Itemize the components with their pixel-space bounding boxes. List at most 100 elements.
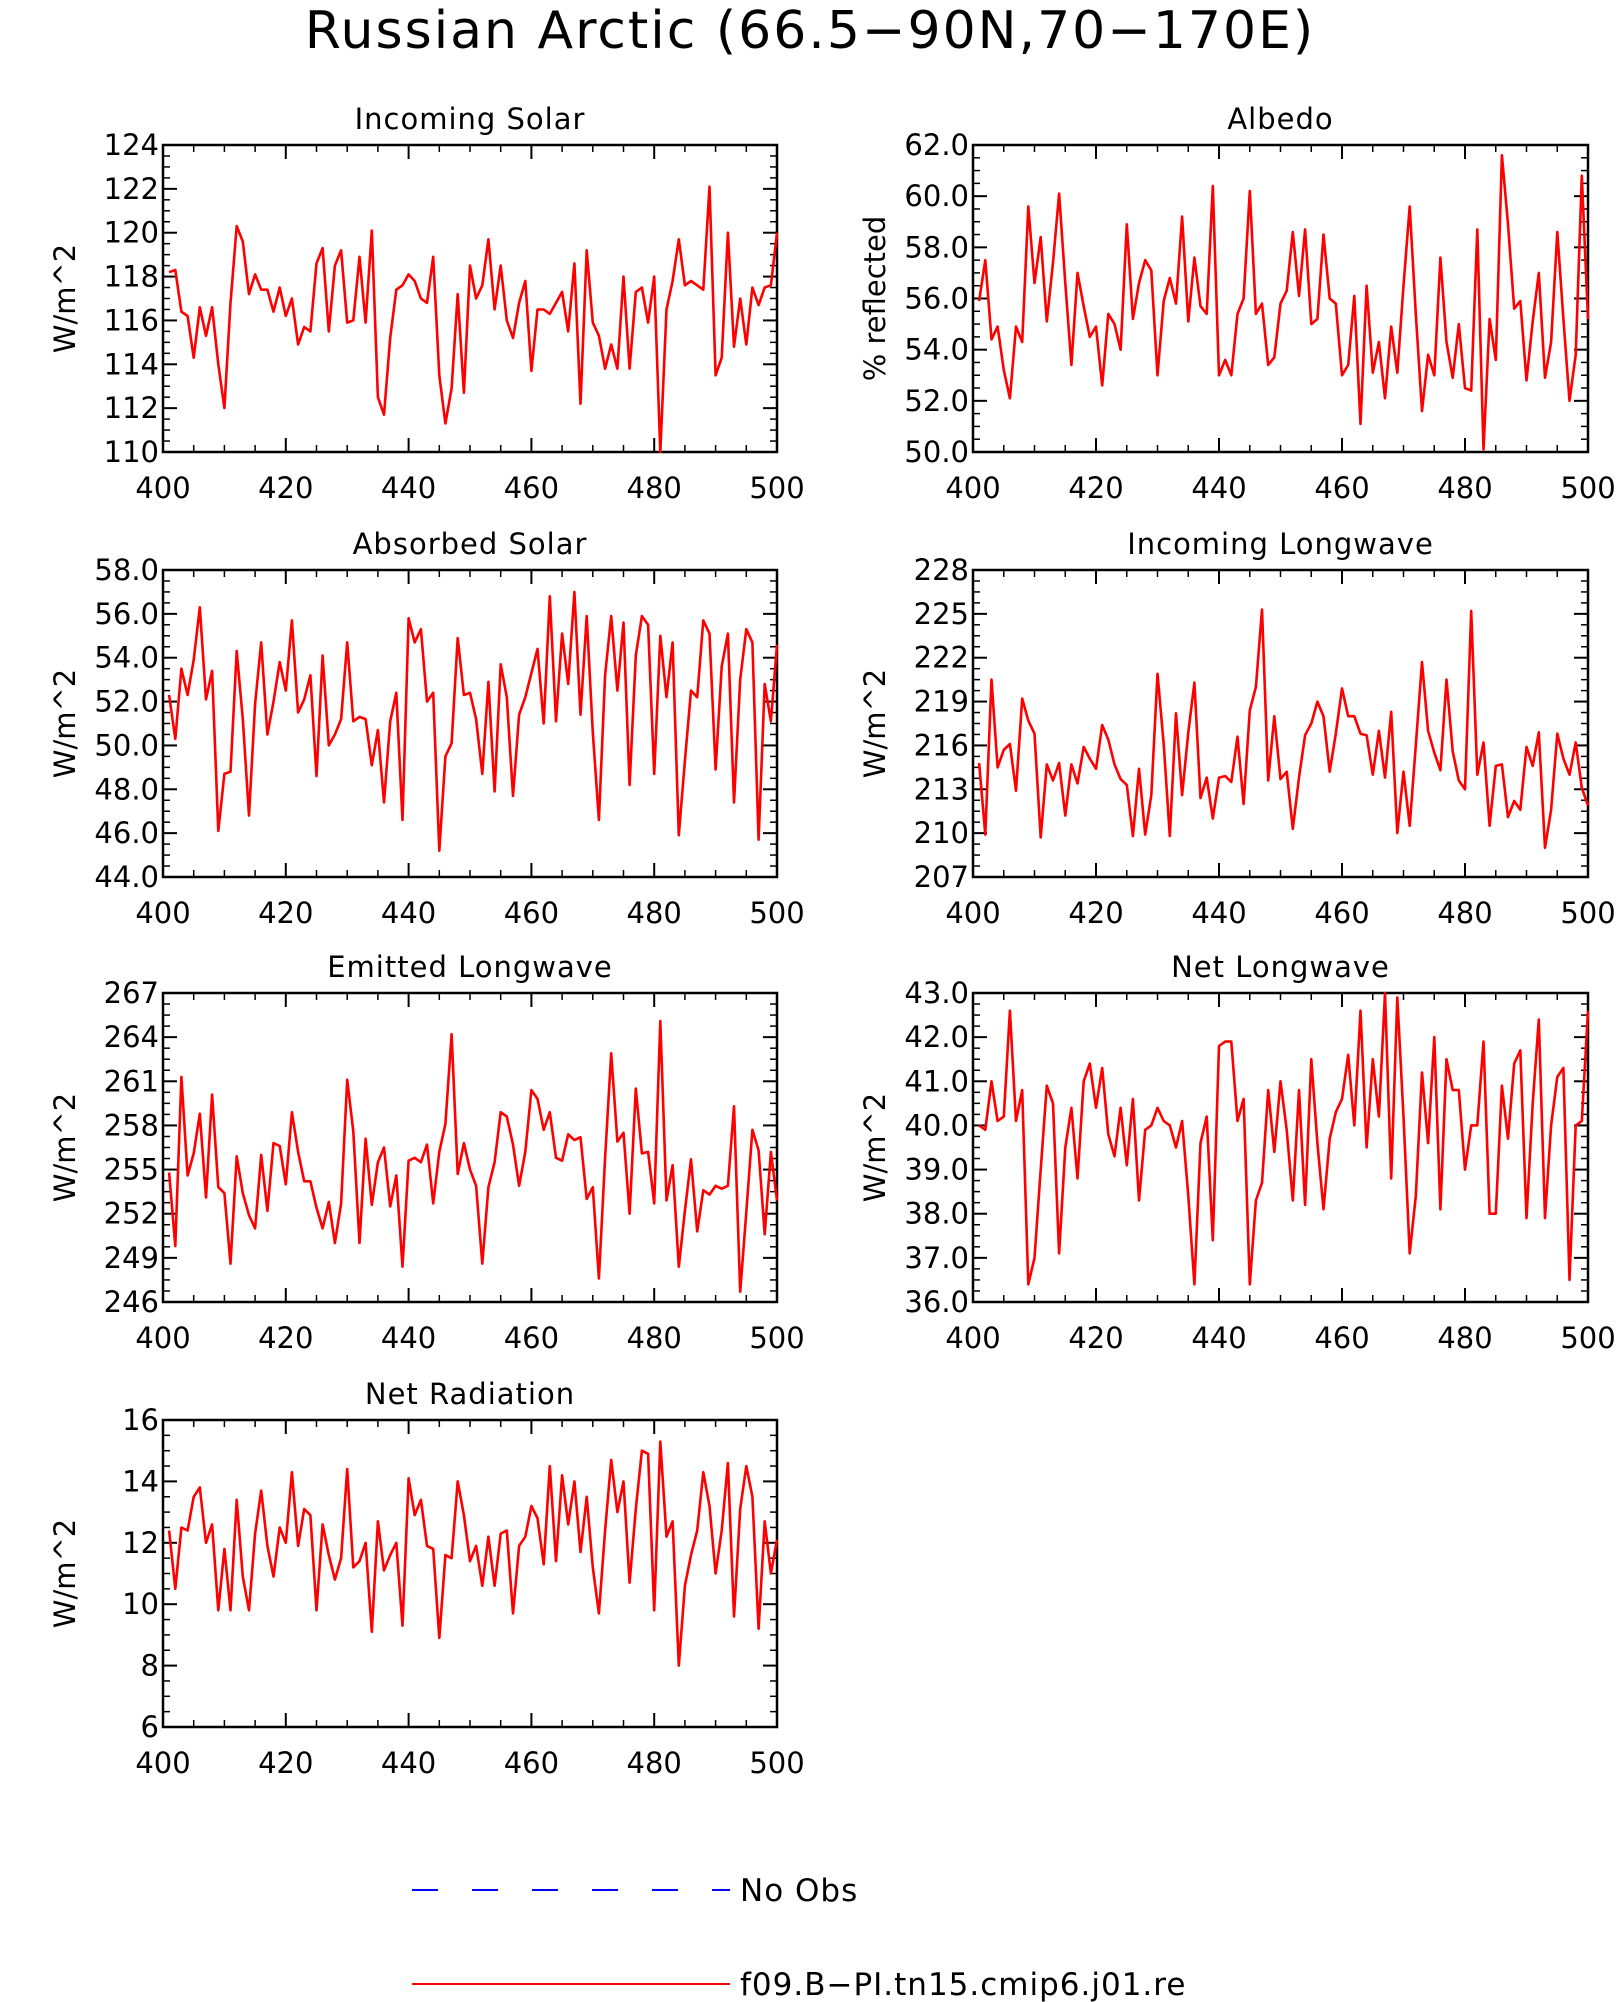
figure-title: Russian Arctic (66.5−90N,70−170E)	[305, 1, 1315, 61]
x-tick-label: 460	[504, 471, 559, 505]
y-tick-label: 261	[104, 1064, 159, 1098]
y-tick-label: 110	[104, 435, 159, 469]
y-tick-label: 50.0	[904, 435, 969, 469]
series-line	[168, 185, 779, 454]
x-tick-label: 500	[749, 896, 804, 930]
y-tick-label: 41.0	[904, 1064, 969, 1098]
plot-frame	[161, 1418, 779, 1729]
y-tick-label: 16	[122, 1403, 159, 1437]
x-tick-label: 420	[1068, 896, 1123, 930]
y-axis-label: W/m^2	[858, 669, 892, 778]
series-line	[977, 608, 1590, 850]
y-tick-label: 12	[122, 1526, 159, 1560]
x-tick-label: 440	[381, 1746, 436, 1780]
y-axis-label: W/m^2	[48, 669, 82, 778]
y-tick-label: 56.0	[94, 597, 159, 631]
x-tick-label: 440	[381, 1321, 436, 1355]
x-tick-label: 400	[135, 1746, 190, 1780]
y-tick-label: 112	[104, 391, 159, 425]
y-tick-label: 39.0	[904, 1153, 969, 1187]
y-axis-label: W/m^2	[48, 1519, 82, 1628]
x-tick-label: 480	[627, 1321, 682, 1355]
y-tick-label: 122	[104, 172, 159, 206]
x-tick-label: 440	[381, 896, 436, 930]
panel-title: Albedo	[1227, 102, 1333, 136]
x-tick-label: 480	[1437, 1321, 1492, 1355]
x-tick-label: 460	[1314, 471, 1369, 505]
x-tick-label: 500	[1560, 471, 1615, 505]
panel-title: Net Longwave	[1171, 950, 1390, 984]
x-tick-label: 440	[1191, 896, 1246, 930]
y-tick-label: 52.0	[904, 384, 969, 418]
series-line	[978, 991, 1590, 1286]
y-tick-label: 246	[104, 1285, 159, 1319]
y-tick-label: 222	[914, 641, 969, 675]
series-line	[167, 590, 779, 853]
legend-label-model: f09.B−PI.tn15.cmip6.j01.re	[740, 1967, 1186, 2002]
x-tick-label: 460	[1314, 896, 1369, 930]
x-tick-label: 400	[135, 896, 190, 930]
panel-title: Incoming Longwave	[1127, 527, 1434, 561]
y-tick-label: 249	[104, 1241, 159, 1275]
y-tick-label: 48.0	[94, 772, 159, 806]
x-tick-label: 460	[504, 1321, 559, 1355]
series-line	[167, 1440, 779, 1667]
legend-label-obs: No Obs	[740, 1873, 858, 1909]
y-tick-label: 258	[104, 1108, 159, 1142]
y-tick-label: 52.0	[94, 685, 159, 719]
y-tick-label: 37.0	[904, 1241, 969, 1275]
panel-title: Absorbed Solar	[353, 527, 588, 561]
chart-panel: 400 420 440 460 480 500 6 8 10 12 14 16 Net Radiatio…	[48, 1377, 805, 1780]
x-tick-label: 440	[1191, 1321, 1246, 1355]
x-tick-label: 420	[1068, 1321, 1123, 1355]
x-tick-label: 460	[504, 1746, 559, 1780]
x-tick-label: 480	[1437, 471, 1492, 505]
chart-panel: 400 420 440 460 480 500 207 210 213 216 219 222 225 2…	[858, 527, 1616, 930]
y-tick-label: 264	[104, 1020, 159, 1054]
x-tick-label: 420	[258, 1321, 313, 1355]
y-tick-label: 60.0	[904, 179, 969, 213]
y-tick-label: 219	[914, 685, 969, 719]
y-tick-label: 56.0	[904, 282, 969, 316]
chart-panel: 400 420 440 460 480 500 110 112 114 116 118 120 122 1…	[48, 102, 805, 505]
y-tick-label: 6	[141, 1710, 159, 1744]
x-tick-label: 480	[627, 471, 682, 505]
y-axis-label: W/m^2	[48, 1093, 82, 1202]
plot-frame	[161, 143, 779, 454]
y-tick-label: 14	[122, 1464, 159, 1498]
y-axis-label: W/m^2	[48, 244, 82, 353]
x-tick-label: 460	[504, 896, 559, 930]
y-tick-label: 8	[141, 1649, 159, 1683]
series-line	[977, 153, 1590, 451]
x-tick-label: 480	[1437, 896, 1492, 930]
y-tick-label: 62.0	[904, 128, 969, 162]
y-tick-label: 216	[914, 728, 969, 762]
x-tick-label: 500	[1560, 1321, 1615, 1355]
panel-title: Net Radiation	[365, 1377, 575, 1411]
y-tick-label: 43.0	[904, 976, 969, 1010]
y-tick-label: 116	[104, 303, 159, 337]
y-tick-label: 118	[104, 260, 159, 294]
x-tick-label: 500	[1560, 896, 1615, 930]
y-tick-label: 44.0	[94, 860, 159, 894]
chart-panel: 400 420 440 460 480 500 50.0 52.0 54.0 56.0 58.0 60…	[858, 102, 1616, 505]
x-tick-label: 400	[135, 1321, 190, 1355]
y-tick-label: 225	[914, 597, 969, 631]
y-tick-label: 213	[914, 772, 969, 806]
x-tick-label: 400	[945, 1321, 1000, 1355]
y-tick-label: 228	[914, 553, 969, 587]
x-tick-label: 420	[258, 1746, 313, 1780]
y-tick-label: 40.0	[904, 1108, 969, 1142]
y-tick-label: 10	[122, 1587, 159, 1621]
x-tick-label: 480	[627, 1746, 682, 1780]
chart-panel: 400 420 440 460 480 500 36.0 37.0 38.0 39.0 40.0 41…	[858, 950, 1616, 1355]
y-tick-label: 120	[104, 216, 159, 250]
y-tick-label: 54.0	[904, 333, 969, 367]
y-tick-label: 255	[104, 1153, 159, 1187]
x-tick-label: 500	[749, 1321, 804, 1355]
y-tick-label: 50.0	[94, 728, 159, 762]
y-tick-label: 46.0	[94, 816, 159, 850]
x-tick-label: 400	[135, 471, 190, 505]
x-tick-label: 420	[258, 896, 313, 930]
